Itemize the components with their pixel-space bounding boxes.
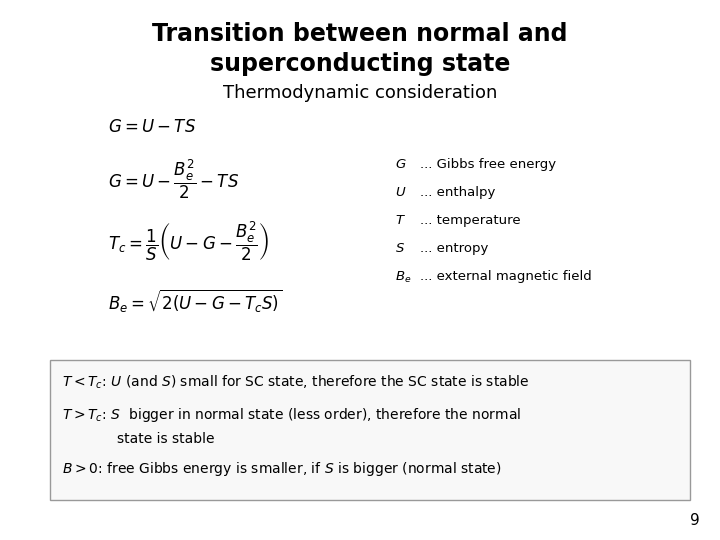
Text: ... external magnetic field: ... external magnetic field <box>420 270 592 283</box>
Text: $B > 0$: free Gibbs energy is smaller, if $S$ is bigger (normal state): $B > 0$: free Gibbs energy is smaller, i… <box>62 460 502 478</box>
FancyBboxPatch shape <box>50 360 690 500</box>
Text: $T_c = \dfrac{1}{S}\left(U - G - \dfrac{B_e^2}{2}\right)$: $T_c = \dfrac{1}{S}\left(U - G - \dfrac{… <box>108 220 269 264</box>
Text: ... temperature: ... temperature <box>420 214 521 227</box>
Text: $G = U - TS$: $G = U - TS$ <box>108 118 196 136</box>
Text: superconducting state: superconducting state <box>210 52 510 76</box>
Text: Transition between normal and: Transition between normal and <box>152 22 568 46</box>
Text: state is stable: state is stable <box>117 432 215 446</box>
Text: Thermodynamic consideration: Thermodynamic consideration <box>222 84 498 102</box>
Text: $B_e$: $B_e$ <box>395 270 411 285</box>
Text: ... entropy: ... entropy <box>420 242 488 255</box>
Text: ... enthalpy: ... enthalpy <box>420 186 495 199</box>
Text: ... Gibbs free energy: ... Gibbs free energy <box>420 158 556 171</box>
Text: $T < T_c$: $U$ (and $S$) small for SC state, therefore the SC state is stable: $T < T_c$: $U$ (and $S$) small for SC st… <box>62 374 529 392</box>
Text: $G$: $G$ <box>395 158 407 171</box>
Text: $B_e = \sqrt{2\left(U - G - T_c S\right)}$: $B_e = \sqrt{2\left(U - G - T_c S\right)… <box>108 288 282 315</box>
Text: $T$: $T$ <box>395 214 406 227</box>
Text: $G = U - \dfrac{B_e^2}{2} - TS$: $G = U - \dfrac{B_e^2}{2} - TS$ <box>108 158 239 201</box>
Text: $S$: $S$ <box>395 242 405 255</box>
Text: 9: 9 <box>690 513 700 528</box>
Text: $T > T_c$: $S$  bigger in normal state (less order), therefore the normal: $T > T_c$: $S$ bigger in normal state (l… <box>62 406 521 424</box>
Text: $U$: $U$ <box>395 186 407 199</box>
